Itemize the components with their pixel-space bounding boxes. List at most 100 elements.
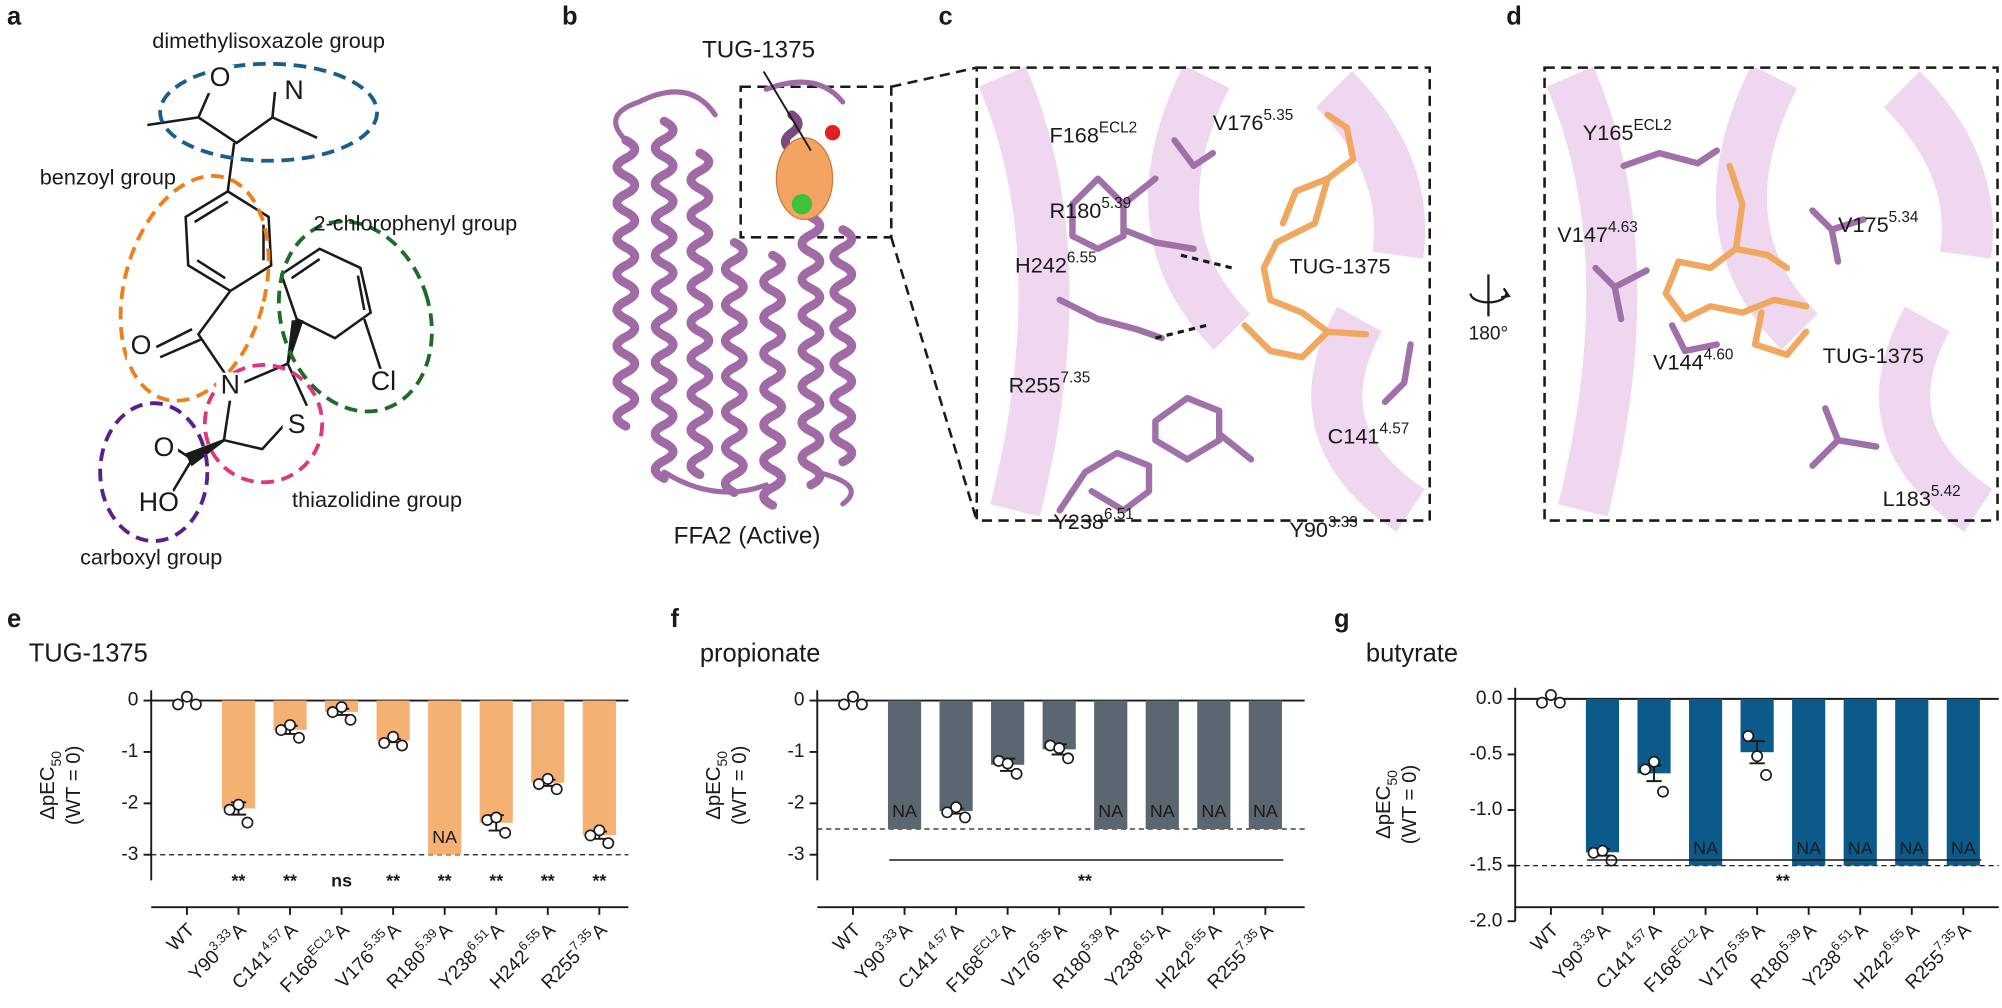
- residue-label-base: Y90: [1289, 517, 1328, 542]
- y-tick-label: -2: [121, 792, 138, 813]
- x-tick-label-base: C141: [895, 946, 942, 993]
- bond: [222, 397, 289, 451]
- chart-title: butyrate: [1366, 639, 1458, 667]
- structure: [147, 78, 383, 492]
- x-tick-label-suffix: A: [278, 920, 302, 944]
- y-tick-label: -2.0: [1469, 910, 1502, 931]
- stick: [1324, 328, 1370, 338]
- bar: [582, 700, 616, 836]
- replicate-point: [1639, 763, 1652, 776]
- atom-bg: [369, 368, 398, 397]
- stick: [1152, 394, 1255, 463]
- helix: [721, 237, 748, 497]
- x-tick-label-suffix: A: [588, 920, 612, 944]
- replicate-point: [499, 826, 512, 839]
- bond: [159, 338, 202, 359]
- bar: [1248, 700, 1282, 830]
- replicate-point: [490, 811, 503, 824]
- replicate-point: [1657, 785, 1669, 798]
- residue-label-base: V144: [1653, 349, 1704, 374]
- replicate-point: [1010, 767, 1023, 780]
- x-tick-label-suffix: A: [536, 920, 560, 944]
- x-tick-label-suffix: A: [1151, 920, 1175, 944]
- bond: [196, 290, 232, 379]
- group-label: 2-chlorophenyl group: [313, 210, 517, 235]
- y-axis-label-main: ΔpEC: [1373, 786, 1395, 839]
- residue-label: Y2386.51: [1053, 506, 1133, 534]
- x-tick-label-suffix: A: [330, 920, 354, 944]
- x-tick-label-suffix: A: [1694, 920, 1718, 944]
- bar: [1688, 698, 1723, 866]
- panel-letter: f: [671, 605, 680, 633]
- x-tick-label-base: WT: [163, 920, 199, 956]
- y-tick-label: -3: [787, 844, 804, 865]
- group-label: carboxyl group: [80, 545, 222, 570]
- y-axis-label: ΔpEC50: [704, 751, 730, 820]
- panel-letter: c: [938, 3, 952, 31]
- panel-letter: d: [1506, 3, 1522, 31]
- residue-label-base: Y165: [1583, 120, 1634, 145]
- residue-label-base: V147: [1557, 222, 1608, 247]
- helix: [759, 250, 786, 510]
- y-axis-label-second: (WT = 0): [63, 746, 85, 826]
- replicate-point: [1553, 696, 1566, 709]
- stick: [1241, 111, 1357, 361]
- x-tick-label-base: Y90: [185, 946, 224, 985]
- y-axis-label: ΔpEC50: [1373, 770, 1399, 839]
- residue-label: V1765.35: [1213, 106, 1293, 134]
- panel-letter: g: [1334, 605, 1350, 633]
- x-tick-label-base: H242: [1850, 946, 1897, 993]
- replicate-point: [959, 811, 971, 824]
- residue-sticks: [1056, 137, 1414, 514]
- replicate-point: [532, 778, 545, 790]
- replicate-point: [950, 801, 963, 814]
- residue-label-sup: 4.57: [1380, 420, 1410, 437]
- group-outline: [98, 401, 210, 543]
- na-label: NA: [1253, 801, 1278, 821]
- group-outline: [118, 174, 271, 403]
- na-label: NA: [1693, 838, 1718, 858]
- na-label: NA: [1098, 801, 1123, 821]
- x-tick-label-base: Y238: [1101, 946, 1147, 992]
- group-outline: [276, 219, 434, 414]
- replicate-point: [189, 698, 202, 711]
- bar: [1145, 700, 1179, 830]
- bar: [1895, 698, 1929, 866]
- residue-label-base: V175: [1838, 212, 1889, 237]
- panel-letter: e: [7, 605, 21, 633]
- h-bond: [1155, 253, 1233, 340]
- residue-label: R2557.35: [1009, 369, 1091, 397]
- y-tick-label: 0.0: [1476, 688, 1503, 709]
- stick: [1809, 207, 1867, 265]
- y-axis-label-second: (WT = 0): [1399, 765, 1421, 845]
- x-tick-label-suffix: A: [893, 920, 917, 944]
- chart-title: TUG-1375: [29, 639, 148, 667]
- replicate-point: [223, 803, 236, 816]
- na-label: NA: [1848, 838, 1873, 858]
- y-axis-label-main: ΔpEC: [38, 766, 60, 819]
- x-tick-label-base: F168: [1641, 951, 1687, 997]
- x-tick-label-base: C141: [1592, 946, 1639, 993]
- residue-label-sup: 6.51: [1104, 506, 1134, 523]
- residue-label-sup: 5.39: [1101, 194, 1131, 211]
- x-tick-label-suffix: A: [1591, 920, 1615, 944]
- residue-label-sup: 4.63: [1608, 219, 1638, 236]
- replicate-point: [1596, 844, 1609, 857]
- pointer: [762, 70, 812, 152]
- atom-label: N: [284, 75, 303, 105]
- replicate-point: [1545, 689, 1557, 701]
- replicate-point: [1648, 755, 1660, 768]
- x-tick-label-base: Y90: [851, 946, 890, 985]
- ribbon-bg: [978, 65, 1426, 532]
- residue-label-sup: 5.35: [1263, 106, 1293, 123]
- x-tick-label-suffix: A: [1642, 920, 1666, 944]
- x-tick-label: WT: [829, 920, 865, 956]
- y-axis-label: ΔpEC50: [38, 751, 64, 820]
- rotation-icon: [1469, 274, 1511, 317]
- stick: [1056, 449, 1153, 514]
- bond: [271, 116, 318, 139]
- na-label: NA: [432, 827, 457, 847]
- wedge-bond: [185, 439, 225, 467]
- stick: [1809, 405, 1880, 469]
- bond: [155, 328, 193, 349]
